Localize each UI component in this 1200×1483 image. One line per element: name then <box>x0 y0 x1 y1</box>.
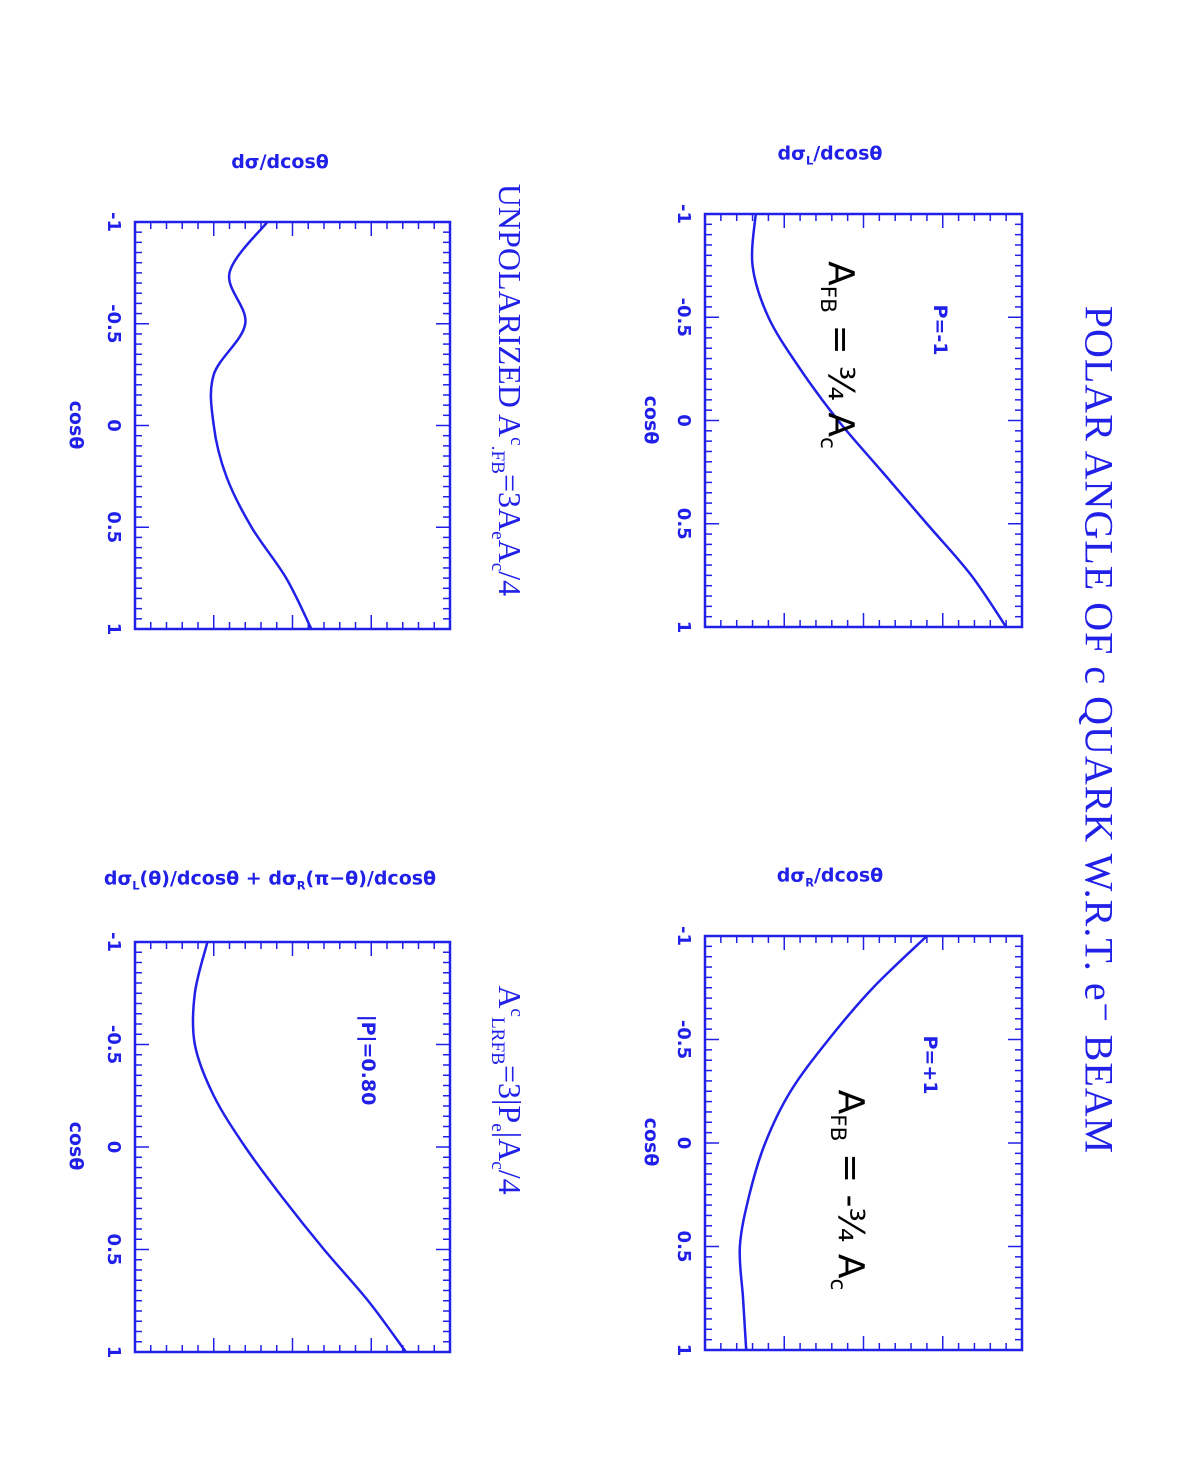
annotation-panel-2-afb: AFB = -¾ Ac <box>824 1089 872 1291</box>
x-tick-label-4: 1 <box>103 1346 124 1359</box>
ylabel-panel-4: dσL(θ)/dcosθ + dσR(π−θ)/dcosθ <box>103 867 437 893</box>
annotation-panel-1-p: P=-1 <box>929 304 951 356</box>
x-tick-label-3: 0.5 <box>103 511 124 543</box>
x-tick-label-2: -1 <box>673 926 694 946</box>
x-tick-label-4: 0.5 <box>103 1234 124 1266</box>
x-tick-label-2: 0.5 <box>673 1231 694 1263</box>
ylabel-panel-1: dσL/dcosθ <box>777 142 883 168</box>
figure-title-text: POLAR ANGLE OF c QUARK W.R.T. e⁻ BEAM <box>1076 305 1122 1155</box>
x-tick-label-4: -0.5 <box>103 1025 124 1064</box>
x-tick-label-2: 0 <box>673 1137 694 1150</box>
annotation-panel-2-p: P=+1 <box>919 1035 941 1095</box>
x-tick-label-1: -1 <box>673 204 694 224</box>
x-tick-label-4: -1 <box>103 932 124 952</box>
x-tick-label-1: 1 <box>673 621 694 634</box>
series-line-3 <box>209 221 313 630</box>
x-tick-label-3: -0.5 <box>103 304 124 343</box>
caption-panel-4: AcLRFB=3|Pe|Ac/4 <box>486 985 529 1195</box>
caption-panel-3: UNPOLARIZED Ac.FB=3AeAc/4 <box>486 183 529 597</box>
x-tick-label-3: 1 <box>103 623 124 636</box>
annotation-panel-1-afb: AFB = ¾ Ac <box>814 261 862 449</box>
xlabel-panel-3: cosθ <box>65 400 87 450</box>
x-tick-label-4: 0 <box>103 1141 124 1154</box>
x-tick-label-1: 0.5 <box>673 508 694 540</box>
x-tick-label-1: 0 <box>673 414 694 427</box>
series-line-4 <box>191 941 407 1353</box>
series-line-2 <box>738 935 928 1351</box>
figure-title: POLAR ANGLE OF c QUARK W.R.T. e⁻ BEAM <box>1076 306 1123 1155</box>
series-line-1 <box>750 213 1008 628</box>
xlabel-panel-2: cosθ <box>640 1117 662 1167</box>
x-tick-label-3: -1 <box>103 212 124 232</box>
plot-frame-3 <box>133 220 452 631</box>
x-tick-label-2: -0.5 <box>673 1020 694 1059</box>
plot-frame-4 <box>133 940 452 1354</box>
ylabel-panel-2: dσR/dcosθ <box>776 864 884 890</box>
xlabel-panel-4: cosθ <box>65 1121 87 1171</box>
plot-frame-1 <box>703 212 1024 629</box>
x-tick-label-2: 1 <box>673 1344 694 1357</box>
annotation-panel-4-p: |P|=0.80 <box>357 1014 379 1106</box>
x-tick-label-1: -0.5 <box>673 298 694 337</box>
x-tick-label-3: 0 <box>103 419 124 432</box>
xlabel-panel-1: cosθ <box>640 395 662 445</box>
ylabel-panel-3: dσ/dcosθ <box>231 151 329 173</box>
